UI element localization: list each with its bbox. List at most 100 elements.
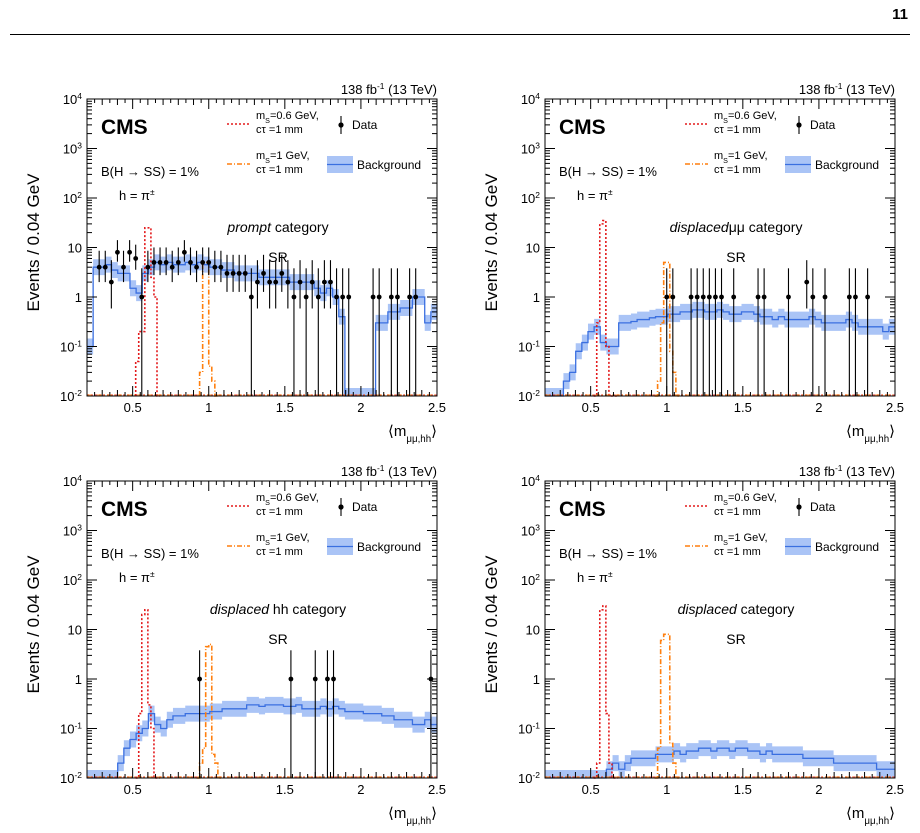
data-point: [224, 254, 230, 292]
y-tick-label: 10: [526, 623, 540, 638]
hadron-label: h = π±: [119, 569, 155, 585]
category-label: prompt category: [226, 219, 328, 235]
legend-data-marker: [796, 122, 802, 128]
data-marker: [188, 260, 193, 265]
legend-sig2-label-2: cτ =1 mm: [714, 164, 761, 176]
plot-displaced-mumu-category: 0.5 1 1.5 2 2.5 10-2 10-1 1 10 102 103 104 Events / …: [482, 81, 904, 445]
legend-background-label: Background: [357, 158, 421, 172]
legend-data-label: Data: [352, 500, 378, 514]
y-tick-label: 104: [521, 473, 540, 489]
data-marker: [218, 264, 224, 270]
plot-displaced-hh-category: 0.5 1 1.5 2 2.5 10-2 10-1 1 10 102 103 104 Events / …: [24, 463, 446, 827]
data-point: [127, 240, 133, 262]
hadron-label: h = π±: [577, 187, 613, 203]
data-point: [206, 247, 212, 276]
data-point: [407, 268, 413, 396]
data-point: [194, 250, 199, 283]
signal-ms-0p6-histogram: [593, 219, 619, 397]
data-point: [133, 244, 139, 270]
branching-ratio-label: B(H → SS) = 1%: [101, 546, 199, 561]
legend-sig1-label: mS=0.6 GeV,: [714, 110, 777, 125]
data-point: [312, 650, 318, 778]
plot-frame: [544, 98, 896, 397]
hadron-label: h = π±: [577, 569, 613, 585]
signal-ms-1-histogram: [196, 643, 221, 779]
legend-sig2-label: mS=1 GeV,: [256, 532, 310, 547]
data-marker: [139, 294, 145, 300]
y-tick-label: 1: [533, 672, 540, 687]
data-point: [731, 268, 737, 396]
x-tick-label: 0.5: [124, 400, 142, 415]
y-tick-label: 102: [63, 572, 82, 588]
x-tick-label: 2.5: [886, 400, 904, 415]
data-marker: [786, 294, 791, 300]
data-point: [340, 268, 346, 396]
data-marker: [261, 270, 266, 276]
data-marker: [96, 264, 102, 270]
data-marker: [163, 260, 169, 265]
data-point: [694, 268, 700, 396]
cms-label: CMS: [559, 116, 606, 139]
y-tick-label: 103: [521, 523, 540, 539]
legend-data-label: Data: [352, 118, 378, 132]
data-marker: [370, 294, 376, 300]
data-marker: [273, 279, 279, 285]
legend-background-label: Background: [357, 540, 421, 554]
data-point: [248, 268, 254, 396]
x-tick-label: 2.5: [428, 782, 446, 797]
data-point: [719, 268, 724, 396]
data-marker: [315, 294, 321, 300]
data-marker: [200, 260, 206, 265]
plot-displaced-category: 0.5 1 1.5 2 2.5 10-2 10-1 1 10 102 103 104 Events / …: [482, 463, 904, 827]
data-marker: [761, 294, 767, 300]
x-tick-label: 2.5: [886, 782, 904, 797]
luminosity-label: 138 fb-1 (13 TeV): [341, 463, 437, 479]
x-axis-label: ⟨mμμ,hh⟩: [388, 805, 437, 827]
category-label: displacedμμ category: [670, 219, 803, 235]
data-point: [670, 268, 676, 396]
legend-sig1-label: mS=0.6 GeV,: [256, 110, 319, 125]
data-point: [108, 260, 114, 309]
data-marker: [133, 256, 139, 261]
data-marker: [212, 264, 218, 270]
data-point: [700, 268, 706, 396]
data-marker: [388, 294, 394, 300]
x-tick-label: 1: [663, 400, 670, 415]
legend-sig1-label-2: cτ =1 mm: [714, 506, 761, 518]
x-tick-label: 1.5: [734, 400, 752, 415]
luminosity-label: 138 fb-1 (13 TeV): [799, 463, 895, 479]
data-marker: [175, 260, 181, 265]
data-point: [786, 268, 791, 396]
branching-ratio-label: B(H → SS) = 1%: [101, 164, 199, 179]
data-marker: [194, 264, 199, 270]
data-marker: [755, 294, 761, 300]
signal-ms-0p6-histogram: [134, 227, 161, 397]
cms-label: CMS: [101, 116, 148, 139]
data-marker: [115, 249, 120, 255]
data-point: [761, 268, 767, 396]
data-marker: [413, 294, 419, 300]
y-tick-label: 10-1: [60, 721, 82, 737]
data-point: [865, 268, 871, 396]
y-tick-label: 103: [521, 141, 540, 157]
background-uncertainty-band: [545, 301, 895, 396]
background-uncertainty-band: [87, 696, 437, 778]
data-marker: [376, 294, 382, 300]
data-point: [96, 250, 102, 283]
legend-data-marker: [796, 504, 802, 510]
cms-label: CMS: [559, 498, 606, 521]
x-axis-label: ⟨mμμ,hh⟩: [846, 423, 895, 445]
data-marker: [331, 676, 336, 682]
background-histogram: [87, 704, 437, 779]
y-tick-label: 1: [75, 290, 82, 305]
data-marker: [664, 294, 670, 300]
data-point: [181, 240, 187, 262]
x-tick-label: 2: [815, 782, 822, 797]
legend-sig1-label-2: cτ =1 mm: [256, 124, 303, 136]
data-marker: [169, 264, 175, 270]
data-marker: [321, 279, 327, 285]
data-point: [413, 268, 419, 396]
data-marker: [157, 260, 163, 265]
data-point: [370, 268, 376, 396]
legend-sig2-label-2: cτ =1 mm: [256, 546, 303, 558]
